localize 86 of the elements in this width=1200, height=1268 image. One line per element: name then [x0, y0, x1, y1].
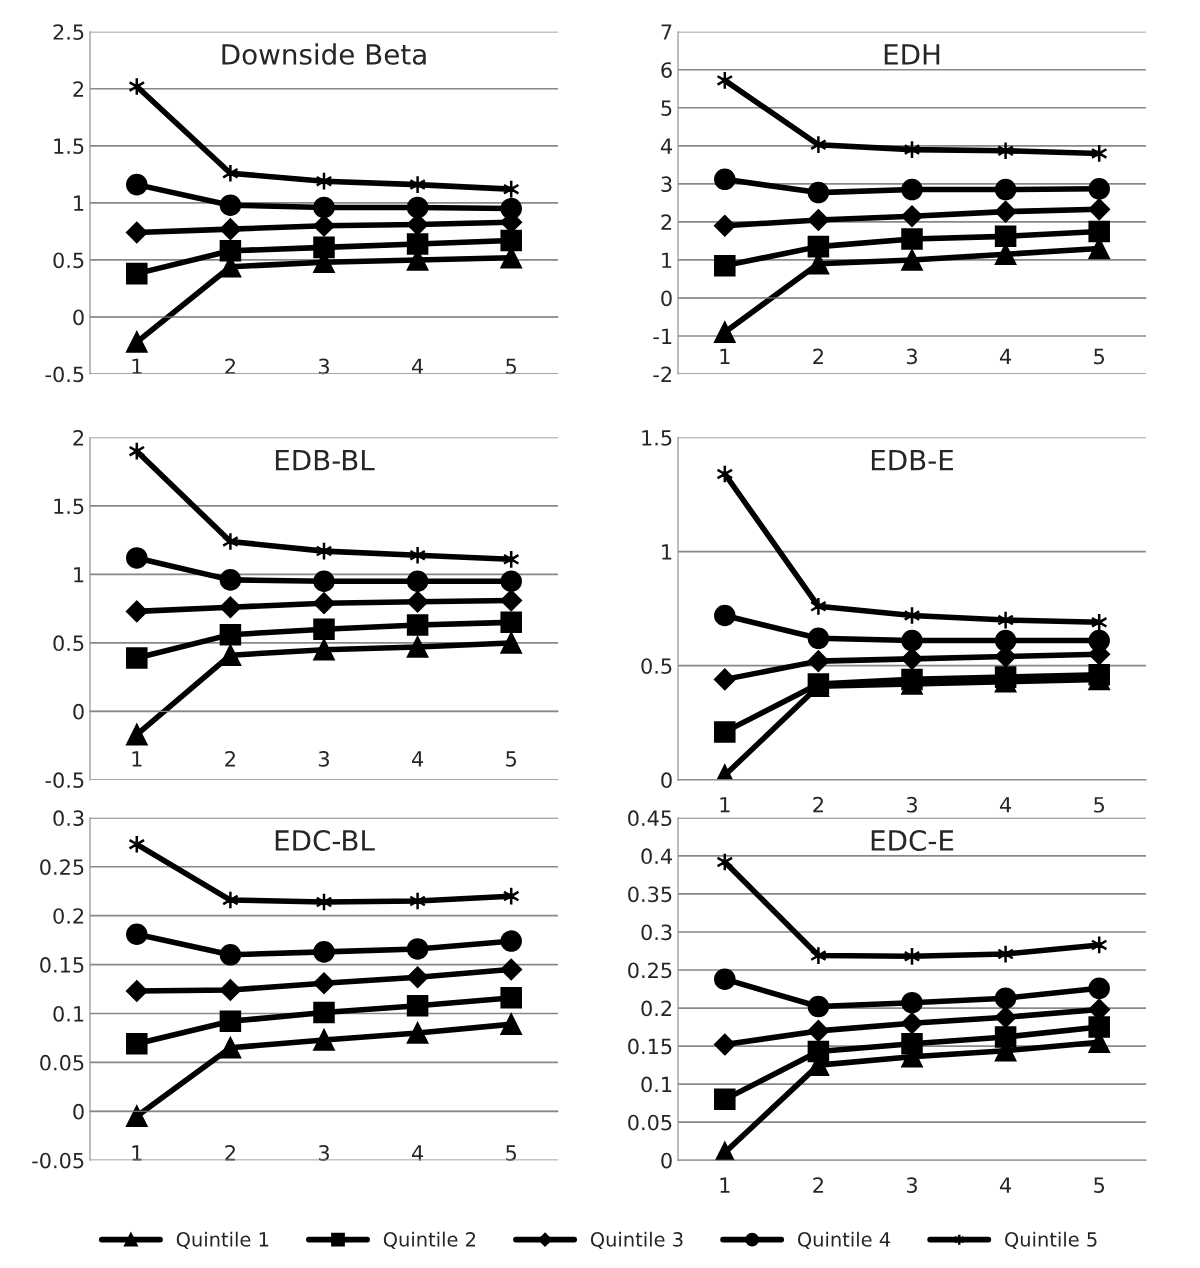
- x-tick-label: 1: [132, 1145, 142, 1161]
- y-tick-label: 0.3: [641, 924, 672, 941]
- y-tick-label: 0: [73, 1103, 84, 1120]
- y-tick-label: 7: [661, 24, 672, 40]
- y-tick-label: 1: [662, 252, 672, 268]
- x-tick-label: 3: [318, 751, 329, 767]
- x-tick-label: 3: [906, 348, 917, 365]
- y-tick-label: 0.45: [628, 810, 672, 827]
- chart-title: EDC-E: [871, 829, 954, 851]
- y-tick-label: 0.15: [40, 957, 84, 973]
- x-tick-label: 3: [318, 358, 329, 375]
- y-tick-label: 0.5: [53, 635, 84, 652]
- y-tick-label: 0.5: [641, 658, 672, 674]
- y-tick-label: -0.5: [45, 366, 84, 383]
- y-tick-label: 0.15: [628, 1038, 672, 1055]
- x-tick-label: 1: [132, 751, 142, 767]
- x-tick-label: 2: [225, 751, 235, 767]
- chart-title: EDB-E: [871, 449, 954, 471]
- y-tick-label: 0.2: [53, 908, 84, 924]
- y-tick-label: -2: [653, 366, 672, 382]
- y-tick-label: 0: [661, 290, 672, 307]
- y-tick-label: 0.1: [53, 1005, 84, 1022]
- chart-title: EDH: [884, 44, 940, 65]
- y-tick-label: 0: [661, 1152, 672, 1169]
- x-tick-label: 5: [506, 358, 517, 375]
- x-tick-label: 5: [1094, 797, 1105, 813]
- x-tick-label: 2: [813, 1177, 823, 1193]
- y-tick-label: 5: [661, 100, 672, 116]
- x-tick-label: 1: [720, 1177, 730, 1193]
- x-tick-label: 3: [906, 796, 917, 813]
- y-tick-label: 2: [73, 429, 84, 446]
- y-tick-label: 2: [73, 81, 84, 97]
- y-tick-label: -0.05: [32, 1152, 84, 1169]
- x-tick-label: 2: [813, 796, 823, 813]
- x-tick-label: 1: [720, 797, 730, 813]
- y-tick-label: 0: [661, 772, 672, 789]
- y-tick-label: -1: [653, 328, 672, 344]
- y-tick-label: 4: [660, 138, 672, 154]
- x-tick-label: 1: [132, 358, 142, 374]
- x-tick-label: 5: [1094, 348, 1105, 365]
- chart-title: Downside Beta: [222, 43, 426, 65]
- y-tick-label: 0.5: [53, 252, 84, 269]
- x-tick-label: 2: [813, 348, 823, 365]
- y-tick-label: 1: [662, 544, 672, 560]
- y-tick-label: 0.3: [53, 810, 84, 827]
- x-tick-label: 5: [506, 751, 517, 767]
- chart-title: EDB-BL: [275, 449, 375, 471]
- x-tick-label: 1: [720, 348, 730, 365]
- legend-label: Quintile 4: [797, 1231, 891, 1249]
- x-tick-label: 4: [411, 751, 424, 767]
- x-tick-label: 5: [1094, 1177, 1105, 1194]
- y-tick-label: 0.2: [641, 1000, 672, 1017]
- x-tick-label: 4: [999, 348, 1012, 365]
- y-tick-label: 1: [74, 567, 84, 583]
- chart-title: EDC-BL: [275, 829, 375, 851]
- y-tick-label: 0.4: [641, 848, 672, 865]
- y-tick-label: 0.35: [628, 886, 672, 903]
- y-tick-label: 0.25: [628, 962, 672, 979]
- x-tick-label: 4: [999, 797, 1012, 813]
- y-tick-label: 0: [73, 703, 84, 720]
- y-tick-label: 6: [661, 62, 672, 78]
- x-tick-label: 2: [225, 1145, 235, 1161]
- y-tick-label: 0.05: [40, 1054, 84, 1071]
- legend-label: Quintile 5: [1005, 1231, 1097, 1249]
- y-tick-label: 2: [661, 214, 672, 230]
- x-tick-label: 2: [225, 358, 235, 374]
- y-tick-label: 1.5: [54, 138, 84, 155]
- y-tick-label: 1: [74, 195, 84, 211]
- legend-label: Quintile 2: [383, 1231, 476, 1249]
- y-tick-label: 0.05: [628, 1114, 672, 1131]
- y-tick-label: 0.25: [40, 859, 84, 875]
- y-tick-label: 3: [661, 176, 672, 193]
- x-tick-label: 5: [506, 1145, 517, 1161]
- y-tick-label: 0.1: [641, 1076, 672, 1093]
- x-tick-label: 3: [906, 1177, 917, 1194]
- y-tick-label: -0.5: [45, 772, 84, 789]
- x-tick-label: 4: [411, 1145, 424, 1161]
- y-tick-label: 1.5: [642, 430, 672, 446]
- x-tick-label: 3: [318, 1145, 329, 1161]
- y-tick-label: 2.5: [53, 24, 84, 40]
- legend-label: Quintile 1: [176, 1231, 269, 1249]
- y-tick-label: 1.5: [54, 498, 84, 515]
- legend-label: Quintile 3: [590, 1231, 683, 1249]
- x-tick-label: 4: [411, 358, 424, 374]
- x-tick-label: 4: [999, 1177, 1012, 1193]
- y-tick-label: 0: [73, 309, 84, 326]
